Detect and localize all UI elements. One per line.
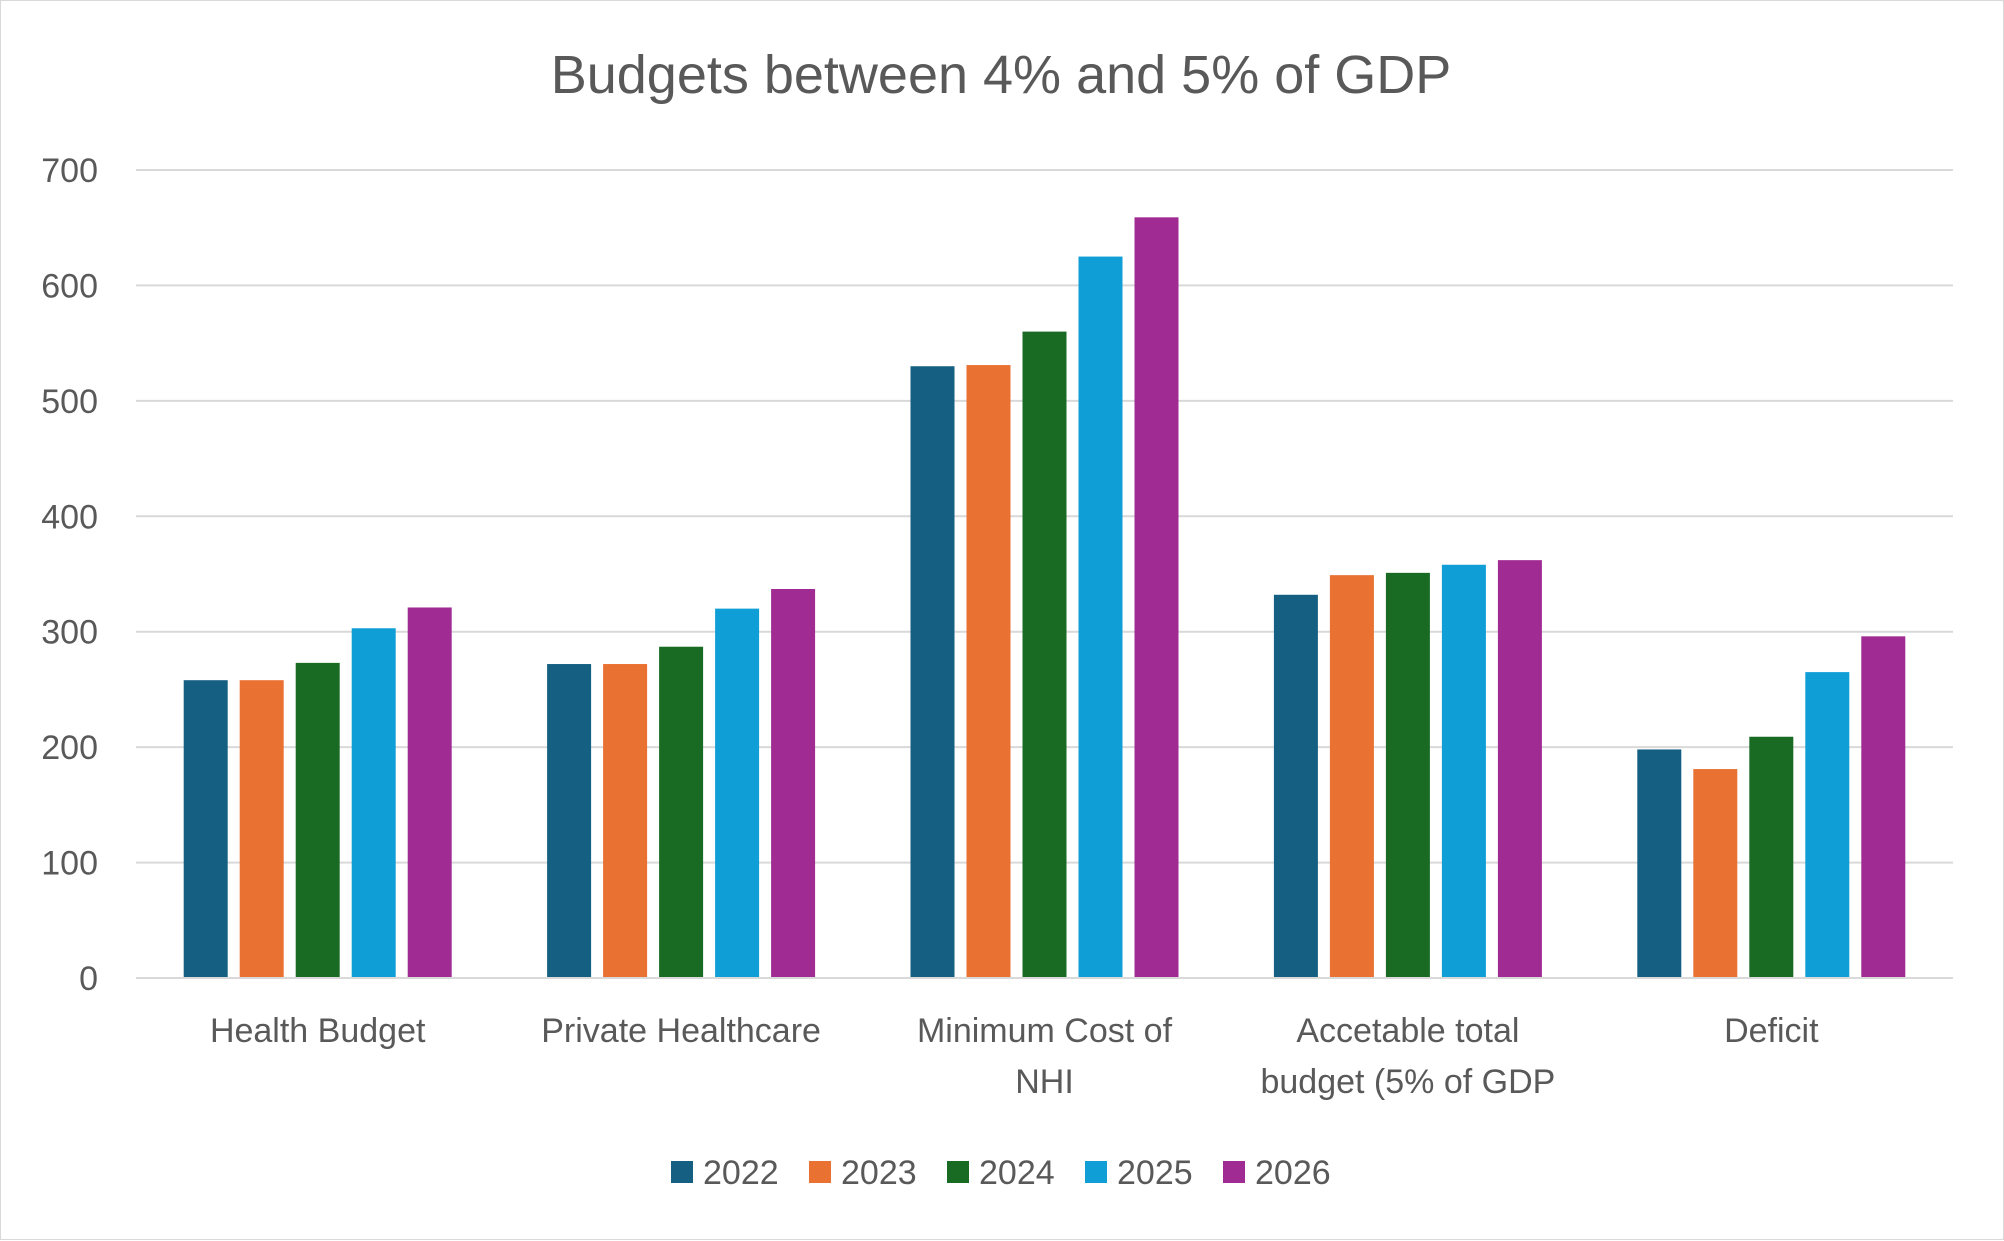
- bar-2022: [910, 366, 955, 978]
- x-category-label: NHI: [1015, 1063, 1074, 1101]
- bar-2024: [1022, 331, 1067, 979]
- y-tick-label: 300: [41, 614, 98, 652]
- y-tick-label: 0: [79, 960, 98, 998]
- legend: 2022 2023 2024 2025 2026: [671, 1154, 1331, 1192]
- legend-swatch-2023: [809, 1161, 831, 1183]
- bar-2026: [771, 589, 816, 978]
- bars: [183, 217, 1906, 979]
- bar-2026: [1497, 560, 1542, 978]
- bar-2025: [715, 608, 760, 978]
- legend-label: 2024: [979, 1154, 1055, 1192]
- bar-2024: [1749, 736, 1794, 978]
- chart-title: Budgets between 4% and 5% of GDP: [551, 45, 1452, 105]
- y-tick-label: 700: [41, 152, 98, 190]
- y-tick-label: 600: [41, 267, 98, 305]
- x-category-label: Private Healthcare: [541, 1012, 821, 1050]
- y-tick-label: 100: [41, 845, 98, 883]
- legend-label: 2026: [1255, 1154, 1331, 1192]
- x-category-label: budget (5% of GDP: [1260, 1063, 1555, 1101]
- x-category-label: Accetable total: [1296, 1012, 1519, 1050]
- legend-swatch-2024: [947, 1161, 969, 1183]
- bar-2026: [407, 607, 452, 978]
- bar-2025: [1078, 256, 1123, 978]
- legend-label: 2023: [841, 1154, 917, 1192]
- bar-2025: [351, 628, 396, 978]
- legend-swatch-2025: [1085, 1161, 1107, 1183]
- bar-2025: [1805, 672, 1850, 978]
- y-tick-label: 500: [41, 383, 98, 421]
- y-tick-label: 400: [41, 498, 98, 536]
- x-axis: Health Budget Private Healthcare Minimum C…: [136, 977, 1953, 1101]
- x-category-label: Minimum Cost of: [917, 1012, 1173, 1050]
- bar-2026: [1134, 217, 1179, 979]
- bar-2023: [966, 365, 1011, 978]
- bar-2023: [603, 664, 648, 978]
- bar-2024: [295, 662, 340, 978]
- legend-swatch-2026: [1223, 1161, 1245, 1183]
- bar-2024: [1385, 572, 1430, 978]
- legend-swatch-2022: [671, 1161, 693, 1183]
- bar-2024: [659, 646, 704, 978]
- bar-2023: [1693, 769, 1738, 978]
- legend-label: 2022: [703, 1154, 779, 1192]
- bar-2022: [1637, 749, 1682, 978]
- x-category-label: Health Budget: [210, 1012, 426, 1050]
- bar-2025: [1441, 564, 1486, 978]
- legend-label: 2025: [1117, 1154, 1193, 1192]
- y-axis-tick-labels: 0 100 200 300 400 500 600 700: [41, 152, 98, 998]
- y-tick-label: 200: [41, 729, 98, 767]
- bar-2023: [1329, 575, 1374, 978]
- bar-2023: [239, 680, 284, 978]
- bar-2026: [1861, 636, 1906, 978]
- x-category-label: Deficit: [1724, 1012, 1819, 1050]
- bar-2022: [183, 680, 228, 978]
- bar-2022: [1273, 594, 1318, 978]
- bar-2022: [547, 664, 592, 978]
